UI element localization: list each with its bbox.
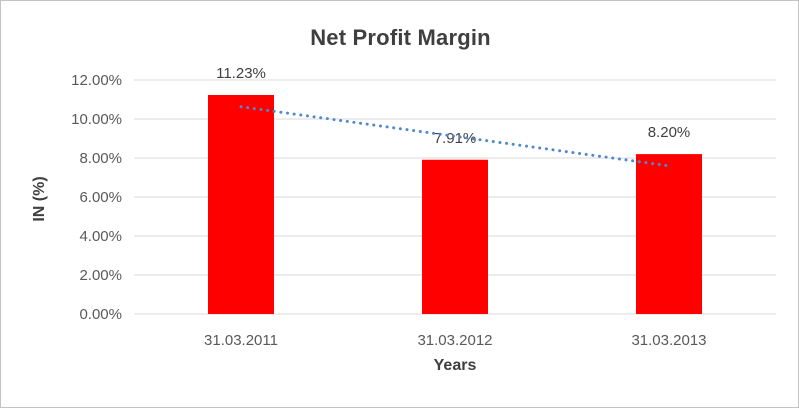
y-tick-label: 4.00% xyxy=(79,228,122,245)
y-tick-label: 12.00% xyxy=(71,72,122,89)
x-axis-title: Years xyxy=(433,357,477,374)
y-tick-label: 6.00% xyxy=(79,189,122,206)
bar-value-label: 7.91% xyxy=(434,130,477,147)
bar-value-label: 11.23% xyxy=(216,65,266,82)
chart-title: Net Profit Margin xyxy=(310,25,491,50)
y-tick-label: 8.00% xyxy=(79,150,122,167)
x-category-label: 31.03.2012 xyxy=(417,332,492,349)
bar-31.03.2012 xyxy=(422,159,488,314)
bar-31.03.2011 xyxy=(208,95,274,314)
bar-value-label: 8.20% xyxy=(648,124,691,141)
y-tick-label: 0.00% xyxy=(79,306,122,323)
x-category-label: 31.03.2013 xyxy=(631,332,706,349)
y-tick-label: 2.00% xyxy=(79,267,122,284)
bar-31.03.2013 xyxy=(636,154,702,314)
x-category-label: 31.03.2011 xyxy=(204,332,278,349)
y-tick-label: 10.00% xyxy=(71,111,122,128)
